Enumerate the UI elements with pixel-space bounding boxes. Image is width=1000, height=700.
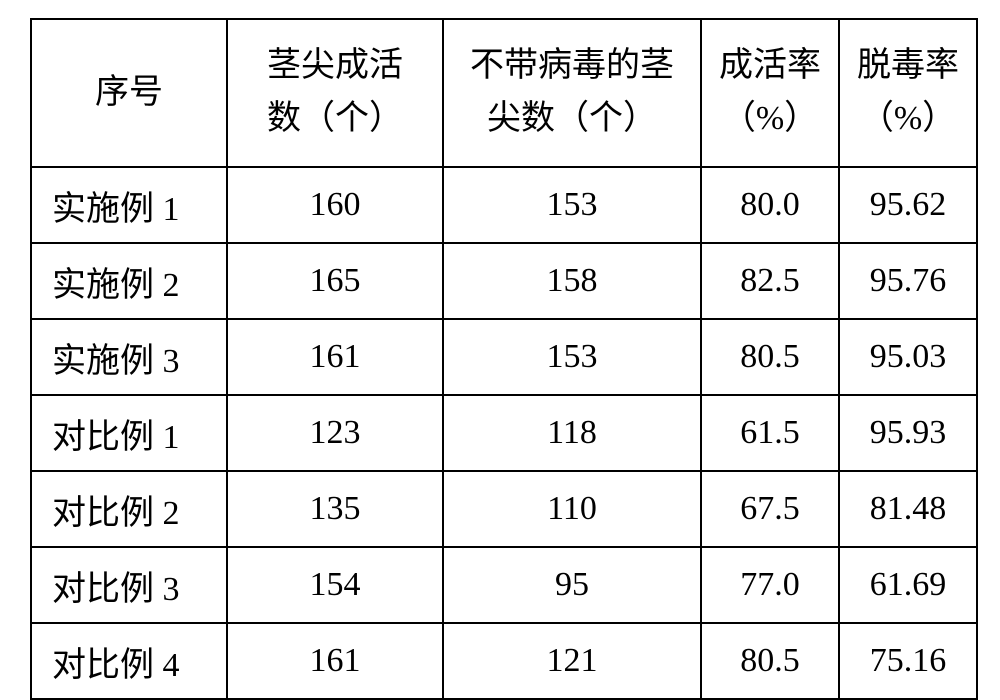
cell-virusfree: 110 bbox=[443, 471, 701, 547]
col-header-surv-rate: 成活率 （%） bbox=[701, 19, 839, 167]
cell-id: 对比例 3 bbox=[31, 547, 227, 623]
cell-detox-rate: 61.69 bbox=[839, 547, 977, 623]
cell-detox-rate: 75.16 bbox=[839, 623, 977, 699]
cell-id: 对比例 2 bbox=[31, 471, 227, 547]
col-header-surv-rate-l2: （%） bbox=[722, 100, 818, 137]
col-header-id-l1: 序号 bbox=[95, 74, 163, 111]
col-header-detox-rate-l2: （%） bbox=[860, 100, 956, 137]
cell-detox-rate: 81.48 bbox=[839, 471, 977, 547]
cell-surv-rate: 77.0 bbox=[701, 547, 839, 623]
col-header-virusfree-l2: 尖数（个） bbox=[487, 100, 657, 137]
cell-virusfree: 121 bbox=[443, 623, 701, 699]
table-body: 实施例 1 160 153 80.0 95.62 实施例 2 165 158 8… bbox=[31, 167, 977, 699]
table-header-row: 序号 茎尖成活 数（个） 不带病毒的茎 尖数（个） bbox=[31, 19, 977, 167]
cell-surv-rate: 80.5 bbox=[701, 623, 839, 699]
page: 序号 茎尖成活 数（个） 不带病毒的茎 尖数（个） bbox=[0, 0, 1000, 685]
col-header-detox-rate-l1: 脱毒率 bbox=[857, 47, 959, 84]
table-row: 对比例 2 135 110 67.5 81.48 bbox=[31, 471, 977, 547]
cell-surv-rate: 80.5 bbox=[701, 319, 839, 395]
cell-detox-rate: 95.76 bbox=[839, 243, 977, 319]
cell-detox-rate: 95.93 bbox=[839, 395, 977, 471]
col-header-id: 序号 bbox=[31, 19, 227, 167]
cell-virusfree: 95 bbox=[443, 547, 701, 623]
data-table: 序号 茎尖成活 数（个） 不带病毒的茎 尖数（个） bbox=[30, 18, 978, 700]
cell-id: 实施例 3 bbox=[31, 319, 227, 395]
cell-id: 实施例 1 bbox=[31, 167, 227, 243]
cell-surv-rate: 82.5 bbox=[701, 243, 839, 319]
cell-surv-rate: 67.5 bbox=[701, 471, 839, 547]
cell-id: 对比例 1 bbox=[31, 395, 227, 471]
col-header-surv-rate-l1: 成活率 bbox=[719, 47, 821, 84]
cell-id: 对比例 4 bbox=[31, 623, 227, 699]
table-row: 对比例 3 154 95 77.0 61.69 bbox=[31, 547, 977, 623]
cell-detox-rate: 95.62 bbox=[839, 167, 977, 243]
col-header-virusfree-l1: 不带病毒的茎 bbox=[470, 47, 674, 84]
cell-virusfree: 153 bbox=[443, 167, 701, 243]
table-row: 对比例 4 161 121 80.5 75.16 bbox=[31, 623, 977, 699]
table-row: 实施例 3 161 153 80.5 95.03 bbox=[31, 319, 977, 395]
col-header-survived-l2: 数（个） bbox=[267, 100, 403, 137]
table-row: 实施例 2 165 158 82.5 95.76 bbox=[31, 243, 977, 319]
cell-survived: 161 bbox=[227, 623, 443, 699]
table-row: 对比例 1 123 118 61.5 95.93 bbox=[31, 395, 977, 471]
cell-virusfree: 158 bbox=[443, 243, 701, 319]
cell-surv-rate: 61.5 bbox=[701, 395, 839, 471]
cell-virusfree: 153 bbox=[443, 319, 701, 395]
cell-surv-rate: 80.0 bbox=[701, 167, 839, 243]
col-header-detox-rate: 脱毒率 （%） bbox=[839, 19, 977, 167]
cell-survived: 154 bbox=[227, 547, 443, 623]
cell-survived: 135 bbox=[227, 471, 443, 547]
cell-virusfree: 118 bbox=[443, 395, 701, 471]
col-header-survived: 茎尖成活 数（个） bbox=[227, 19, 443, 167]
col-header-virusfree: 不带病毒的茎 尖数（个） bbox=[443, 19, 701, 167]
cell-survived: 161 bbox=[227, 319, 443, 395]
cell-detox-rate: 95.03 bbox=[839, 319, 977, 395]
cell-survived: 160 bbox=[227, 167, 443, 243]
cell-survived: 123 bbox=[227, 395, 443, 471]
table-row: 实施例 1 160 153 80.0 95.62 bbox=[31, 167, 977, 243]
col-header-survived-l1: 茎尖成活 bbox=[267, 47, 403, 84]
cell-id: 实施例 2 bbox=[31, 243, 227, 319]
cell-survived: 165 bbox=[227, 243, 443, 319]
